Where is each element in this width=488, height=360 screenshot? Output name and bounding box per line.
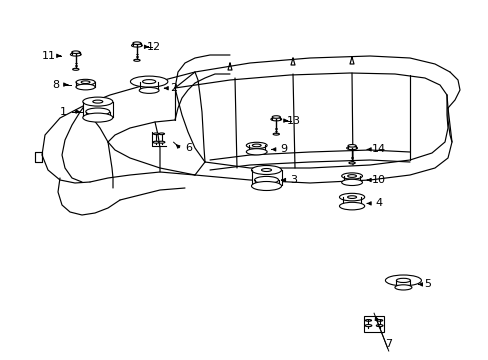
Ellipse shape [81, 81, 90, 84]
Text: 4: 4 [375, 198, 382, 208]
Text: 10: 10 [371, 175, 385, 185]
Bar [344, 176, 359, 183]
Bar [133, 43, 141, 45]
Ellipse shape [341, 179, 362, 185]
Ellipse shape [251, 166, 281, 175]
Ellipse shape [347, 145, 355, 147]
Ellipse shape [261, 168, 271, 171]
Text: 14: 14 [371, 144, 385, 154]
Ellipse shape [376, 320, 382, 321]
Bar [343, 197, 360, 206]
Bar [85, 112, 110, 118]
Ellipse shape [270, 118, 281, 121]
Bar [347, 146, 355, 148]
Ellipse shape [365, 320, 371, 321]
Bar [251, 170, 281, 185]
Ellipse shape [134, 59, 140, 61]
Ellipse shape [396, 278, 409, 283]
Ellipse shape [347, 175, 356, 177]
Ellipse shape [339, 193, 364, 201]
Ellipse shape [139, 87, 159, 93]
Ellipse shape [153, 141, 159, 143]
Bar [272, 117, 280, 119]
Ellipse shape [346, 147, 357, 150]
Bar [140, 82, 158, 90]
Text: 2: 2 [170, 83, 177, 93]
Text: 11: 11 [42, 51, 56, 61]
Ellipse shape [82, 97, 113, 106]
Ellipse shape [365, 325, 371, 327]
Ellipse shape [246, 149, 266, 155]
Bar [364, 316, 383, 332]
Text: 8: 8 [53, 80, 60, 90]
Ellipse shape [82, 113, 113, 122]
Ellipse shape [70, 53, 81, 56]
Ellipse shape [394, 285, 411, 290]
Text: 6: 6 [184, 143, 191, 153]
Text: 7: 7 [385, 339, 391, 349]
Ellipse shape [142, 80, 155, 84]
Ellipse shape [133, 42, 141, 45]
Bar [72, 52, 80, 54]
Text: 12: 12 [147, 42, 161, 52]
Text: 9: 9 [280, 144, 286, 154]
Bar [76, 82, 95, 87]
Bar [82, 102, 113, 117]
Ellipse shape [93, 100, 102, 103]
Ellipse shape [376, 325, 382, 327]
Bar [248, 145, 264, 152]
Ellipse shape [73, 68, 79, 70]
Ellipse shape [251, 181, 281, 190]
Ellipse shape [76, 84, 95, 90]
Ellipse shape [252, 144, 261, 147]
Ellipse shape [153, 133, 159, 135]
Ellipse shape [273, 133, 279, 135]
Ellipse shape [72, 51, 80, 54]
Ellipse shape [339, 202, 364, 210]
Text: 3: 3 [289, 175, 296, 185]
Ellipse shape [76, 79, 95, 85]
Text: 1: 1 [60, 107, 67, 117]
Ellipse shape [131, 44, 142, 47]
Ellipse shape [348, 162, 354, 164]
Ellipse shape [254, 176, 278, 184]
Ellipse shape [130, 76, 167, 87]
Bar [396, 280, 409, 287]
Ellipse shape [159, 133, 164, 135]
Bar [254, 180, 278, 186]
Ellipse shape [246, 142, 266, 149]
Ellipse shape [347, 196, 356, 198]
Text: 5: 5 [424, 279, 430, 289]
Ellipse shape [85, 108, 110, 115]
Ellipse shape [272, 116, 280, 118]
Ellipse shape [341, 173, 362, 179]
Ellipse shape [385, 275, 421, 286]
Text: 13: 13 [286, 116, 300, 126]
Ellipse shape [158, 141, 164, 143]
